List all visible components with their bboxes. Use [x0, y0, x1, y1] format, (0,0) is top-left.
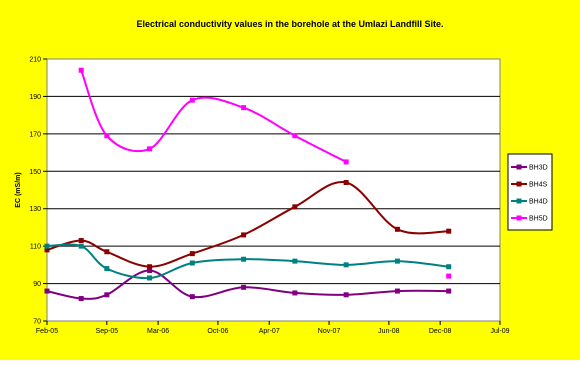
x-tick-label: Jul-09: [490, 328, 509, 335]
data-point-bh4s: [78, 238, 84, 244]
x-tick-label: Feb-05: [36, 328, 58, 335]
legend: BH3D BH4S BH4D BH5D: [507, 153, 553, 231]
data-point-bh4s: [189, 251, 195, 257]
legend-label-bh4s: BH4S: [529, 182, 548, 189]
y-tick-label: 130: [29, 206, 41, 213]
series-bh4d: [44, 243, 452, 281]
data-point-bh3d: [147, 267, 153, 273]
data-point-bh5d: [147, 146, 153, 152]
y-tick-label: 170: [29, 131, 41, 138]
x-tick-label: Sep-05: [96, 328, 119, 335]
series-bh3d: [44, 267, 452, 302]
data-point-bh4d: [446, 264, 452, 270]
data-point-bh4d: [343, 262, 349, 268]
data-point-bh3d: [343, 292, 349, 298]
data-point-bh4d: [78, 243, 84, 249]
series-line-bh4d: [46, 243, 449, 280]
y-tick-label: 110: [30, 244, 41, 251]
y-tick-label: 150: [29, 169, 41, 176]
x-tick-label: Apr-07: [259, 328, 280, 335]
data-point-bh4s: [44, 247, 50, 253]
data-point-bh5d: [189, 97, 195, 103]
data-point-bh5d: [343, 159, 349, 165]
data-point-bh4s: [104, 249, 110, 255]
series-line-bh3d: [46, 269, 449, 300]
data-point-bh3d: [446, 288, 452, 294]
data-point-bh4d: [394, 258, 400, 264]
legend-item-bh5d: BH5D: [511, 215, 548, 223]
series-bh4s: [44, 180, 452, 270]
data-point-bh4s: [394, 226, 400, 232]
data-point-bh3d: [394, 288, 400, 294]
data-point-bh5d: [446, 273, 452, 279]
legend-item-bh4s: BH4S: [511, 181, 548, 189]
data-point-bh3d: [292, 290, 298, 296]
x-tick-label: Jun-08: [378, 328, 400, 335]
legend-item-bh3d: BH3D: [511, 164, 548, 172]
data-point-bh5d: [241, 105, 247, 111]
data-point-bh5d: [292, 133, 298, 139]
legend-marker-bh3d: [516, 164, 522, 170]
data-point-bh3d: [241, 284, 247, 290]
data-point-bh4d: [189, 260, 195, 266]
data-point-bh4d: [147, 275, 153, 281]
series-line-bh4s: [46, 181, 449, 268]
chart-title: Electrical conductivity values in the bo…: [136, 19, 443, 29]
data-point-bh5d: [78, 67, 84, 73]
data-point-bh4s: [147, 264, 153, 270]
data-point-bh3d: [44, 288, 50, 294]
data-point-bh4d: [292, 258, 298, 264]
y-tick-label: 90: [33, 281, 41, 288]
legend-item-bh4d: BH4D: [511, 198, 548, 206]
data-point-bh5d: [104, 133, 110, 139]
plot-area: [46, 58, 501, 322]
data-point-bh4d: [241, 256, 247, 262]
data-point-bh4s: [343, 180, 349, 186]
data-point-bh4d: [44, 243, 50, 249]
data-point-bh4s: [292, 204, 298, 210]
legend-label-bh4d: BH4D: [529, 199, 548, 206]
x-tick-label: Nov-07: [318, 328, 341, 335]
legend-marker-bh4s: [516, 181, 522, 187]
y-tick-label: 70: [33, 319, 41, 326]
data-point-bh4s: [241, 232, 247, 238]
data-point-bh4s: [446, 228, 452, 234]
legend-label-bh5d: BH5D: [529, 216, 548, 223]
series-layer: [44, 67, 452, 302]
legend-marker-bh4d: [516, 198, 522, 204]
y-axis-label: EC (mS/m): [15, 172, 22, 207]
data-point-bh3d: [189, 294, 195, 300]
legend-marker-bh5d: [516, 215, 522, 221]
legend-label-bh3d: BH3D: [529, 165, 548, 172]
series-bh5d: [78, 67, 452, 279]
data-point-bh4d: [104, 266, 110, 272]
x-tick-label: Mar-06: [147, 328, 169, 335]
x-tick-label: Oct-06: [207, 328, 228, 335]
y-tick-label: 190: [29, 94, 41, 101]
x-tick-label: Dec-08: [429, 328, 452, 335]
data-point-bh3d: [78, 296, 84, 302]
y-tick-label: 210: [29, 57, 41, 64]
data-point-bh3d: [104, 292, 110, 298]
